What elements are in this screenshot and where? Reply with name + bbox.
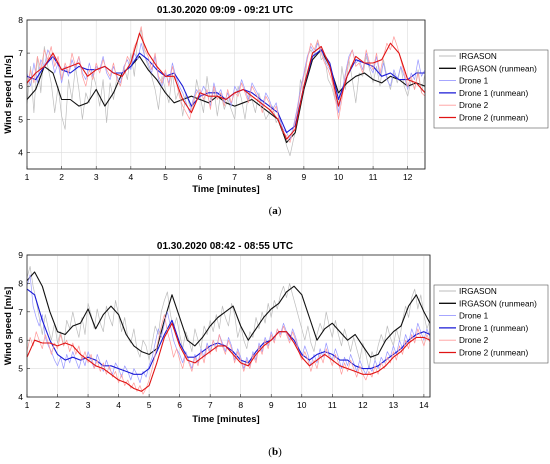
x-tick-label: 4 xyxy=(128,172,133,182)
y-tick-label: 5 xyxy=(18,114,23,124)
x-tick-label: 8 xyxy=(238,400,243,410)
series-line-irgason-runmean xyxy=(26,271,431,358)
y-tick-label: 7 xyxy=(18,307,23,317)
x-tick-label: 6 xyxy=(198,172,203,182)
caption-label-a: a xyxy=(272,205,278,217)
series-line-drone-2-runmean xyxy=(26,322,431,392)
panel-a: 01.30.2020 09:09 - 09:21 UTC 1 2 3 4 5 6 7 8 9 10… xyxy=(3,5,549,217)
x-tick-label: 1 xyxy=(25,400,30,410)
x-tick-label: 6 xyxy=(177,400,182,410)
legend-label-drone-2-runmean: Drone 2 (runmean) xyxy=(459,349,528,358)
x-tick-label: 14 xyxy=(419,400,429,410)
x-tick-label: 8 xyxy=(267,172,272,182)
x-tick-label: 9 xyxy=(302,172,307,182)
x-tick-label: 13 xyxy=(389,400,399,410)
x-tick-label: 2 xyxy=(59,172,64,182)
y-tick-label: 6 xyxy=(18,81,23,91)
legend-label-drone-2: Drone 2 xyxy=(459,336,489,345)
caption-label-b: b xyxy=(272,446,278,458)
legend-label-drone-1-runmean: Drone 1 (runmean) xyxy=(459,324,528,333)
legend-label-irgason-runmean: IRGASON (runmean) xyxy=(459,64,537,73)
y-tick-label: 6 xyxy=(18,335,23,345)
series-line-drone-2-runmean xyxy=(26,32,426,140)
legend-label-drone-2: Drone 2 xyxy=(459,101,489,110)
series-line-irgason xyxy=(26,266,431,369)
legend-entries-b: IRGASON IRGASON (runmean) Drone 1 Drone 1 (… xyxy=(439,287,537,358)
x-tick-label: 5 xyxy=(163,172,168,182)
y-tick-label: 4 xyxy=(18,147,23,157)
y-tick-label: 8 xyxy=(18,15,23,25)
x-tick-label: 7 xyxy=(208,400,213,410)
x-tick-label: 11 xyxy=(369,172,378,182)
x-tick-label: 10 xyxy=(334,172,344,182)
plot-border-b xyxy=(26,254,431,398)
x-tick-label: 3 xyxy=(86,400,91,410)
x-axis-label-b: Time [minutes] xyxy=(192,414,259,425)
series-a xyxy=(26,26,426,157)
legend-label-irgason: IRGASON xyxy=(459,287,497,296)
y-axis-label-a: Wind speed [m/s] xyxy=(3,55,14,134)
y-tick-label: 4 xyxy=(18,392,23,402)
legend-label-drone-1: Drone 1 xyxy=(459,312,489,321)
caption-a: (a) xyxy=(269,205,282,217)
legend-box-a xyxy=(433,49,549,129)
x-tick-label: 12 xyxy=(358,400,368,410)
legend-label-drone-1-runmean: Drone 1 (runmean) xyxy=(459,89,528,98)
y-axis-label-b: Wind speed [m/s] xyxy=(3,287,14,366)
plot-border-a xyxy=(26,19,426,170)
x-tick-label: 9 xyxy=(269,400,274,410)
y-tick-label: 5 xyxy=(18,364,23,374)
x-tick-label: 1 xyxy=(25,172,30,182)
series-b xyxy=(26,266,431,395)
legend-label-irgason-runmean: IRGASON (runmean) xyxy=(459,299,537,308)
legend-label-drone-2-runmean: Drone 2 (runmean) xyxy=(459,114,528,123)
panel-b: 01.30.2020 08:42 - 08:55 UTC 1 2 3 4 5 6 7 8 9 10… xyxy=(3,241,549,458)
x-axis-label-a: Time [minutes] xyxy=(192,184,259,195)
legend-label-drone-1: Drone 1 xyxy=(459,77,489,86)
series-line-irgason-runmean xyxy=(26,49,426,144)
x-tick-label: 5 xyxy=(147,400,152,410)
series-line-drone-2 xyxy=(26,26,426,143)
x-tick-label: 12 xyxy=(403,172,413,182)
y-tick-label: 9 xyxy=(18,250,23,260)
x-tick-label: 10 xyxy=(297,400,307,410)
legend-box-b xyxy=(433,284,549,364)
x-tick-label: 2 xyxy=(55,400,60,410)
x-tick-label: 11 xyxy=(328,400,337,410)
legend-entries-a: IRGASON IRGASON (runmean) Drone 1 Drone 1 (… xyxy=(439,52,537,123)
y-tick-label: 7 xyxy=(18,48,23,58)
legend-a: IRGASON IRGASON (runmean) Drone 1 Drone 1 (… xyxy=(433,49,549,129)
series-line-drone-1-runmean xyxy=(26,288,431,375)
caption-b: (b) xyxy=(268,446,282,458)
legend-label-irgason: IRGASON xyxy=(459,52,497,61)
chart-b-title: 01.30.2020 08:42 - 08:55 UTC xyxy=(157,241,293,252)
legend-b: IRGASON IRGASON (runmean) Drone 1 Drone 1 (… xyxy=(433,284,549,364)
y-tick-label: 8 xyxy=(18,278,23,288)
chart-a-title: 01.30.2020 09:09 - 09:21 UTC xyxy=(157,5,293,16)
x-tick-label: 3 xyxy=(94,172,99,182)
x-tick-label: 4 xyxy=(116,400,121,410)
x-tick-label: 7 xyxy=(232,172,237,182)
